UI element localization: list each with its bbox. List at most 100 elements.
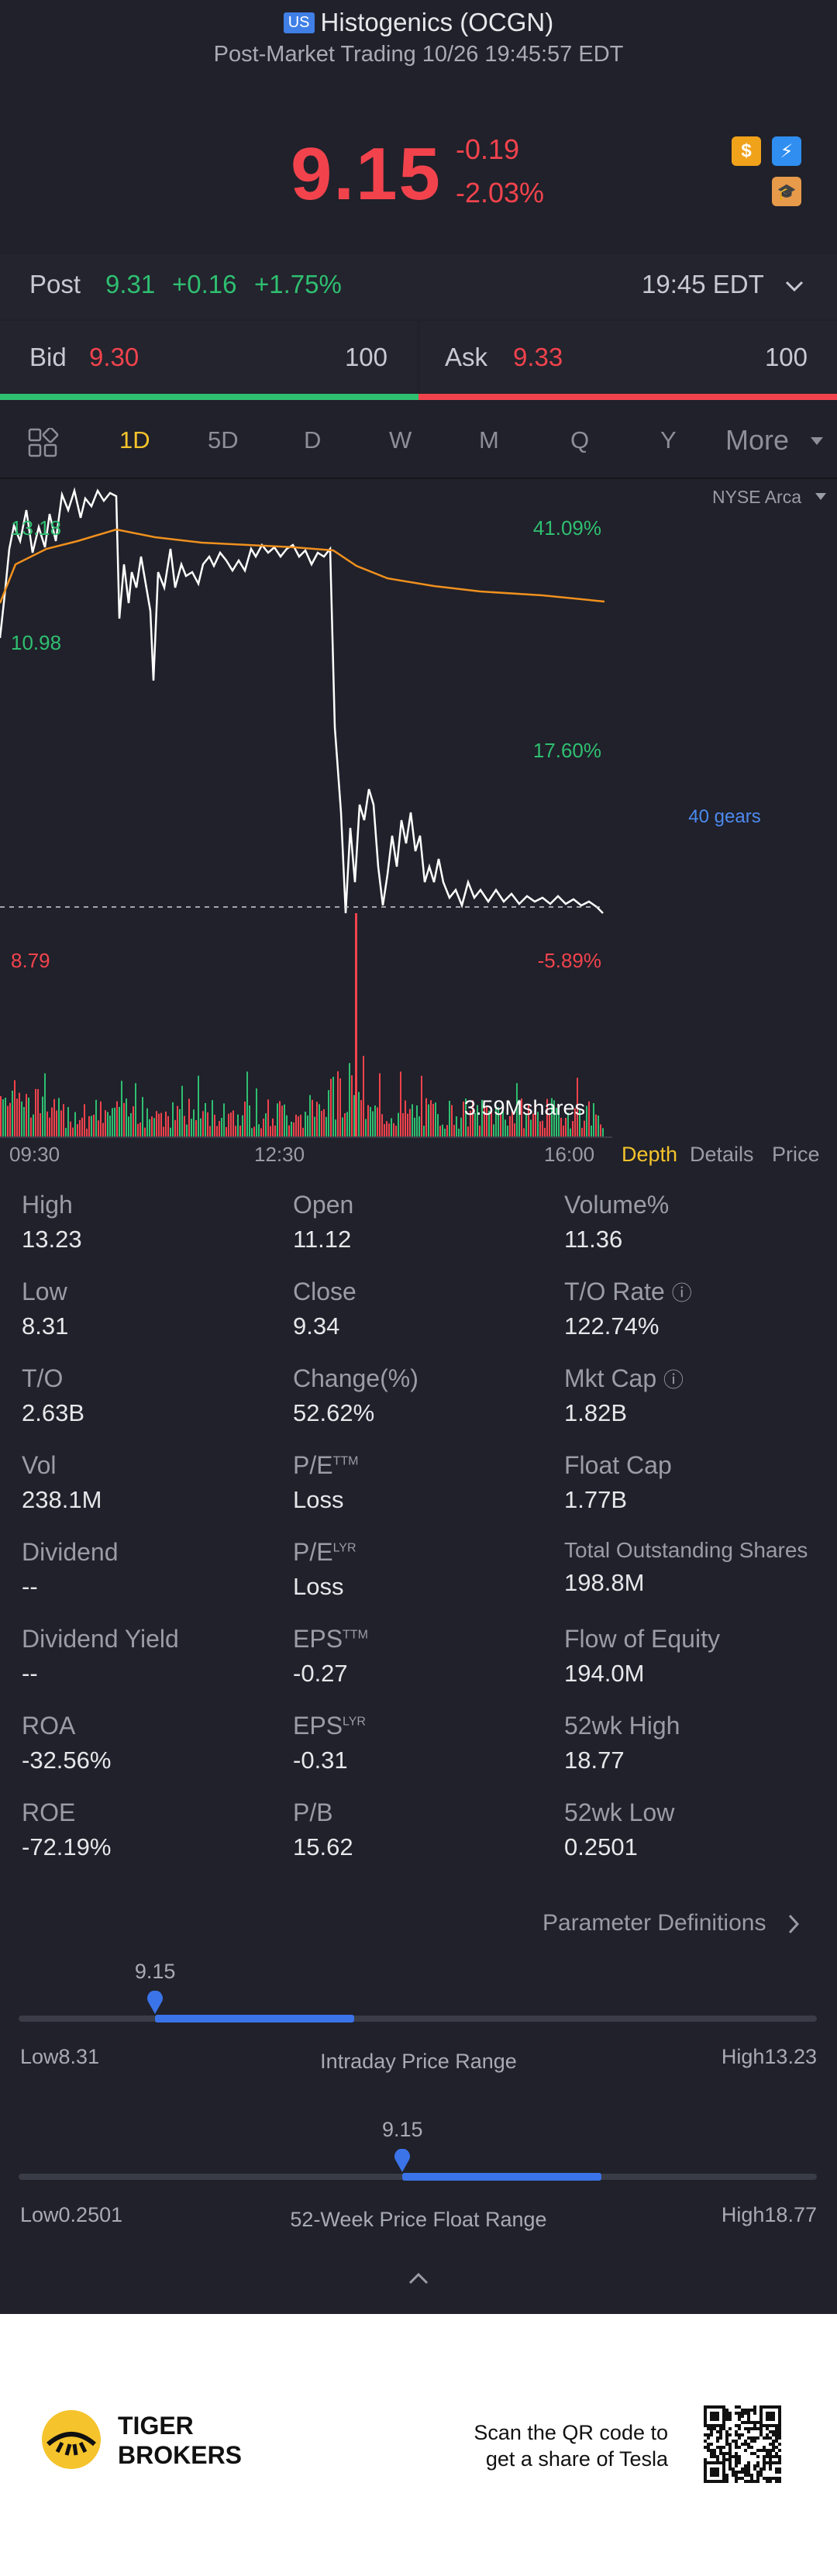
volume-bar [370,1106,371,1136]
stock-title: US Histogenics (OCGN) [0,8,837,37]
order-book-gears[interactable]: 40 gears [688,806,761,827]
tab-more[interactable]: More [725,424,790,456]
tab-w[interactable]: W [389,426,412,453]
tab-q[interactable]: Q [570,426,590,453]
volume-bar [291,1122,292,1136]
time-mid: 12:30 [254,1143,305,1166]
tab-1d[interactable]: 1D [119,426,150,453]
stat-cell: 52wk High 18.77 [564,1712,680,1774]
volume-bar [163,1126,164,1136]
chevron-right-icon[interactable] [787,1913,800,1935]
dropdown-triangle-icon[interactable] [815,493,826,501]
tab-depth[interactable]: Depth [622,1143,678,1166]
volume-bar [570,1128,571,1136]
volume-bar [74,1112,76,1136]
last-price: 9.15 [291,133,442,216]
learn-icon[interactable]: 🎓 [772,177,801,206]
volume-bar [595,1114,597,1136]
volume-bar [165,1111,167,1136]
ask-size: 100 [764,343,808,371]
volume-bar [344,1113,346,1136]
volume-bar [556,1108,557,1136]
volume-bar [514,1123,515,1136]
info-icon[interactable]: ⓘ [663,1368,684,1391]
volume-bar [123,1102,125,1136]
volume-bar [425,1098,427,1136]
grid-layout-icon[interactable] [28,428,59,459]
intraday-current-value: 9.15 [134,1960,176,1983]
volume-bar [170,1127,171,1136]
volume-bar [567,1112,569,1136]
volume-bar [84,1104,85,1136]
volume-bar [416,1105,418,1136]
exchange-selector[interactable]: NYSE Arca [612,479,837,510]
post-price: 9.31 [105,270,156,298]
volume-bar [579,1109,580,1136]
volume-bar [260,1128,262,1136]
volume-bar [195,1119,197,1136]
stat-cell: Vol 238.1M [22,1451,102,1514]
chevron-up-icon[interactable] [408,2271,429,2285]
volume-bar [560,1118,562,1136]
volume-bar [386,1121,388,1136]
volume-bar [19,1092,20,1136]
volume-bar [239,1126,241,1136]
tab-price[interactable]: Price [772,1143,820,1166]
dollar-icon[interactable]: $ [732,136,761,166]
volume-bar [5,1097,6,1136]
volume-bar [302,1127,304,1136]
volume-bar [437,1114,439,1136]
tab-m[interactable]: M [479,426,499,453]
stat-cell: ROE -72.19% [22,1798,111,1861]
volume-bar [365,1119,367,1136]
chevron-down-icon[interactable] [784,279,804,293]
volume-bar [495,1106,497,1136]
tab-details[interactable]: Details [690,1143,754,1166]
volume-bar [172,1102,174,1136]
volume-bar [374,1105,376,1136]
volume-bar [251,1128,253,1136]
volume-bar [67,1107,69,1136]
ask-label: Ask [445,343,488,371]
volume-bar [2,1099,4,1136]
dropdown-triangle-icon[interactable] [811,437,823,447]
post-time: 19:45 EDT [642,270,764,298]
info-icon[interactable]: ⓘ [671,1281,692,1305]
intraday-chart[interactable]: 13.18 10.98 8.79 41.09% 17.60% -5.89% 3.… [0,479,612,1138]
volume-bar [116,1101,118,1136]
brand-line2: BROKERS [118,2441,243,2469]
volume-bar [230,1112,232,1136]
volume-bar [26,1094,27,1136]
volume-bar [551,1098,553,1136]
volume-bar [328,1090,329,1136]
stat-cell: P/ELYR Loss [293,1538,356,1601]
volume-bar [349,1063,350,1136]
volume-bar [51,1107,53,1136]
ask-price: 9.33 [513,343,563,371]
post-market-row[interactable]: Post 9.31 +0.16 +1.75% 19:45 EDT [0,254,837,319]
volume-bar [381,1114,383,1136]
volume-bar [70,1121,71,1136]
stat-value: -- [22,1660,38,1687]
volume-bar [179,1109,181,1136]
volume-bar [174,1119,176,1136]
volume-bar [193,1109,195,1136]
volume-bar [137,1123,139,1136]
parameter-definitions-link[interactable]: Parameter Definitions [542,1910,766,1936]
stat-cell: P/ETTM Loss [293,1451,358,1514]
volume-bar [44,1073,46,1136]
volume-bar [428,1104,429,1136]
tab-5d[interactable]: 5D [208,426,239,453]
flash-icon[interactable]: ⚡ [772,136,801,166]
volume-bar [581,1127,583,1136]
volume-bar [58,1098,60,1136]
volume-bar [86,1128,88,1136]
volume-bar [602,1128,604,1136]
volume-bar [253,1126,255,1136]
stat-cell: High 13.23 [22,1191,82,1254]
volume-bar [305,1112,306,1136]
tab-y[interactable]: Y [660,426,677,453]
volume-bar [542,1120,543,1136]
tab-d[interactable]: D [304,426,322,453]
stat-value: 1.82B [564,1399,628,1426]
